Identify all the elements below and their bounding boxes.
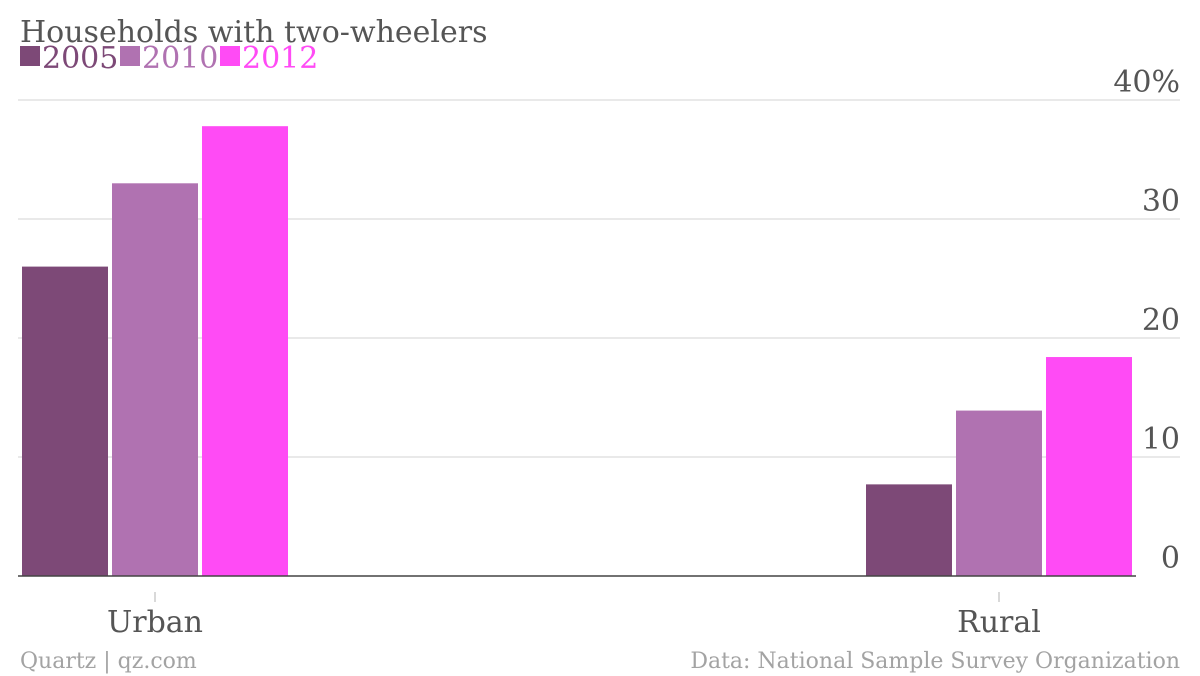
legend-label: 2005 [42,41,118,76]
y-tick-label: 10 [1142,422,1180,457]
legend-swatch [20,46,40,66]
bar-rural-2005 [866,484,952,576]
y-tick-label: 30 [1142,184,1180,219]
legend-label: 2012 [242,41,318,76]
bar-urban-2012 [202,126,288,577]
bars [22,126,1132,577]
x-category-label: Rural [957,605,1041,640]
legend-swatch [220,46,240,66]
x-axis-categories: Urban Rural [107,592,1041,640]
bar-rural-2012 [1046,357,1132,576]
y-tick-label: 20 [1142,303,1180,338]
y-axis-ticks: 0 10 20 30 40% [1113,65,1180,576]
y-tick-label: 40% [1113,65,1180,100]
footer-source: Data: National Sample Survey Organizatio… [690,649,1180,674]
y-tick-label: 0 [1161,541,1180,576]
bar-urban-2005 [22,266,108,576]
legend-label: 2010 [142,41,218,76]
legend-swatch [120,46,140,66]
footer-credit: Quartz | qz.com [20,649,197,674]
legend: 2005 2010 2012 [20,41,318,76]
x-category-label: Urban [107,605,203,640]
bar-urban-2010 [112,183,198,577]
bar-rural-2010 [956,410,1042,576]
chart-title: Households with two-wheelers [20,15,488,50]
